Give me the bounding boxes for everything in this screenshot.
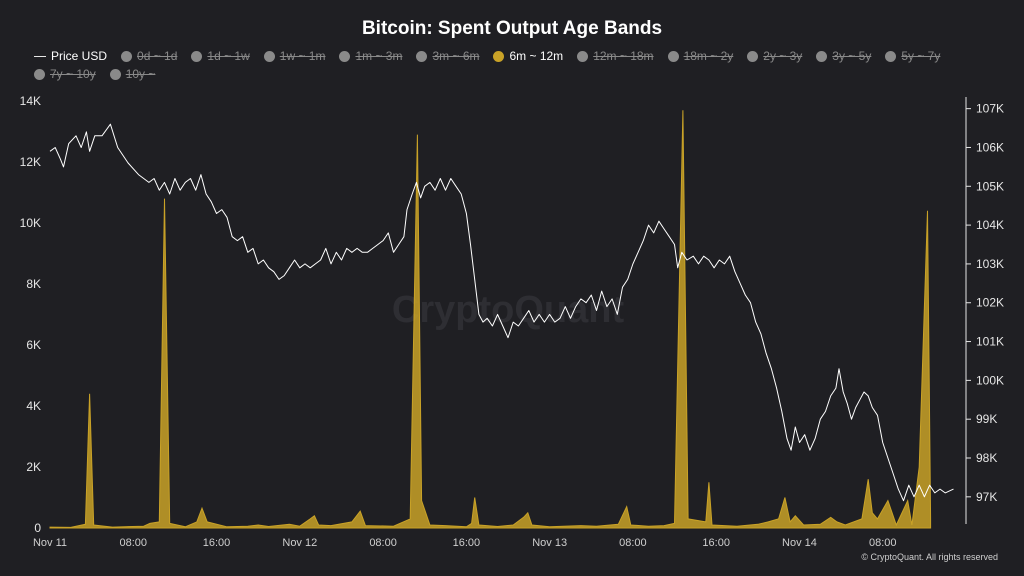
legend-dot-icon [34,69,45,80]
legend-dot-icon [121,51,133,62]
y-right-tick-label: 103K [976,257,1004,271]
y-left-tick-label: 0 [34,521,41,535]
y-left-tick-label: 8K [26,277,41,291]
y-right-tick-label: 105K [976,179,1004,193]
y-right-tick-label: 100K [976,373,1004,387]
x-tick-label: 16:00 [702,537,730,549]
watermark: CryptoQuant [392,289,625,331]
legend-label: 3y ~ 5y [832,49,872,63]
legend-item-8[interactable]: 18m ~ 2y [667,49,734,64]
legend-label: 10y ~ [125,67,156,81]
x-tick-label: Nov 14 [782,537,817,549]
legend-item-6[interactable]: 6m ~ 12m [493,49,563,64]
legend-item-5[interactable]: 3m ~ 6m [416,49,479,64]
legend-item-13[interactable]: 10y ~ [109,67,156,82]
legend-item-7[interactable]: 12m ~ 18m [577,49,654,64]
legend-item-11[interactable]: 5y ~ 7y [885,49,940,64]
y-left-tick-label: 12K [20,155,41,169]
legend-label: 5y ~ 7y [901,49,941,63]
y-right-tick-label: 102K [976,296,1004,310]
legend-item-12[interactable]: 7y ~ 10y [34,67,96,82]
copyright-notice: © CryptoQuant. All rights reserved [861,552,998,562]
legend-label: 2y ~ 3y [763,49,803,63]
legend-item-4[interactable]: 1m ~ 3m [339,49,402,64]
x-tick-label: 08:00 [369,537,397,549]
legend-label: Price USD [51,49,108,63]
y-right-tick-label: 101K [976,335,1004,349]
y-left-tick-label: 2K [26,460,41,474]
legend-dot-icon [416,51,428,62]
x-tick-label: Nov 13 [532,537,567,549]
legend-dot-icon [493,51,505,62]
y-left-tick-label: 10K [20,216,41,230]
legend-dot-icon [191,51,203,62]
legend-item-10[interactable]: 3y ~ 5y [816,49,871,64]
y-left-tick-label: 14K [20,94,41,108]
y-right-tick-label: 97K [976,490,997,504]
legend-label: 1w ~ 1m [279,49,326,63]
x-tick-label: 16:00 [453,537,481,549]
chart-title: Bitcoin: Spent Output Age Bands [361,18,663,39]
legend-label: 12m ~ 18m [593,49,654,63]
y-left-tick-label: 4K [26,399,41,413]
y-right-tick-label: 106K [976,140,1004,154]
series-price-usd-line [49,123,954,502]
legend-dot-icon [885,51,897,62]
x-tick-label: Nov 11 [33,537,67,549]
legend-item-1[interactable]: 0d ~ 1d [121,49,177,64]
legend-item-3[interactable]: 1w ~ 1m [263,49,326,64]
legend-line-icon [34,56,46,57]
y-left-tick-label: 6K [26,338,41,352]
legend-item-0[interactable]: Price USD [34,49,107,64]
x-tick-label: 08:00 [619,537,647,549]
legend-dot-icon [747,51,759,62]
x-tick-label: Nov 12 [282,537,317,549]
y-right-tick-label: 107K [976,102,1004,116]
x-tick-label: 08:00 [869,537,897,549]
series-6m-12m-area [49,110,932,529]
legend-label: 1m ~ 3m [355,49,403,63]
legend-dot-icon [263,51,275,62]
legend: Price USD 0d ~ 1d 1d ~ 1w 1w ~ 1m 1m ~ 3m 3m … [34,49,1004,82]
x-tick-label: 08:00 [120,537,148,549]
legend-dot-icon [816,51,828,62]
legend-dot-icon [339,51,351,62]
legend-dot-icon [577,51,589,62]
y-right-tick-label: 104K [976,218,1004,232]
legend-label: 0d ~ 1d [137,49,178,63]
legend-label: 3m ~ 6m [432,49,480,63]
legend-label: 6m ~ 12m [509,49,564,63]
y-right-tick-label: 99K [976,412,997,426]
legend-label: 1d ~ 1w [207,49,250,63]
y-right-tick-label: 98K [976,451,997,465]
legend-label: 18m ~ 2y [683,49,734,63]
legend-item-9[interactable]: 2y ~ 3y [747,49,802,64]
x-tick-label: 16:00 [203,537,231,549]
legend-item-2[interactable]: 1d ~ 1w [191,49,250,64]
legend-label: 7y ~ 10y [50,67,96,81]
legend-dot-icon [667,51,679,62]
legend-dot-icon [109,69,121,80]
